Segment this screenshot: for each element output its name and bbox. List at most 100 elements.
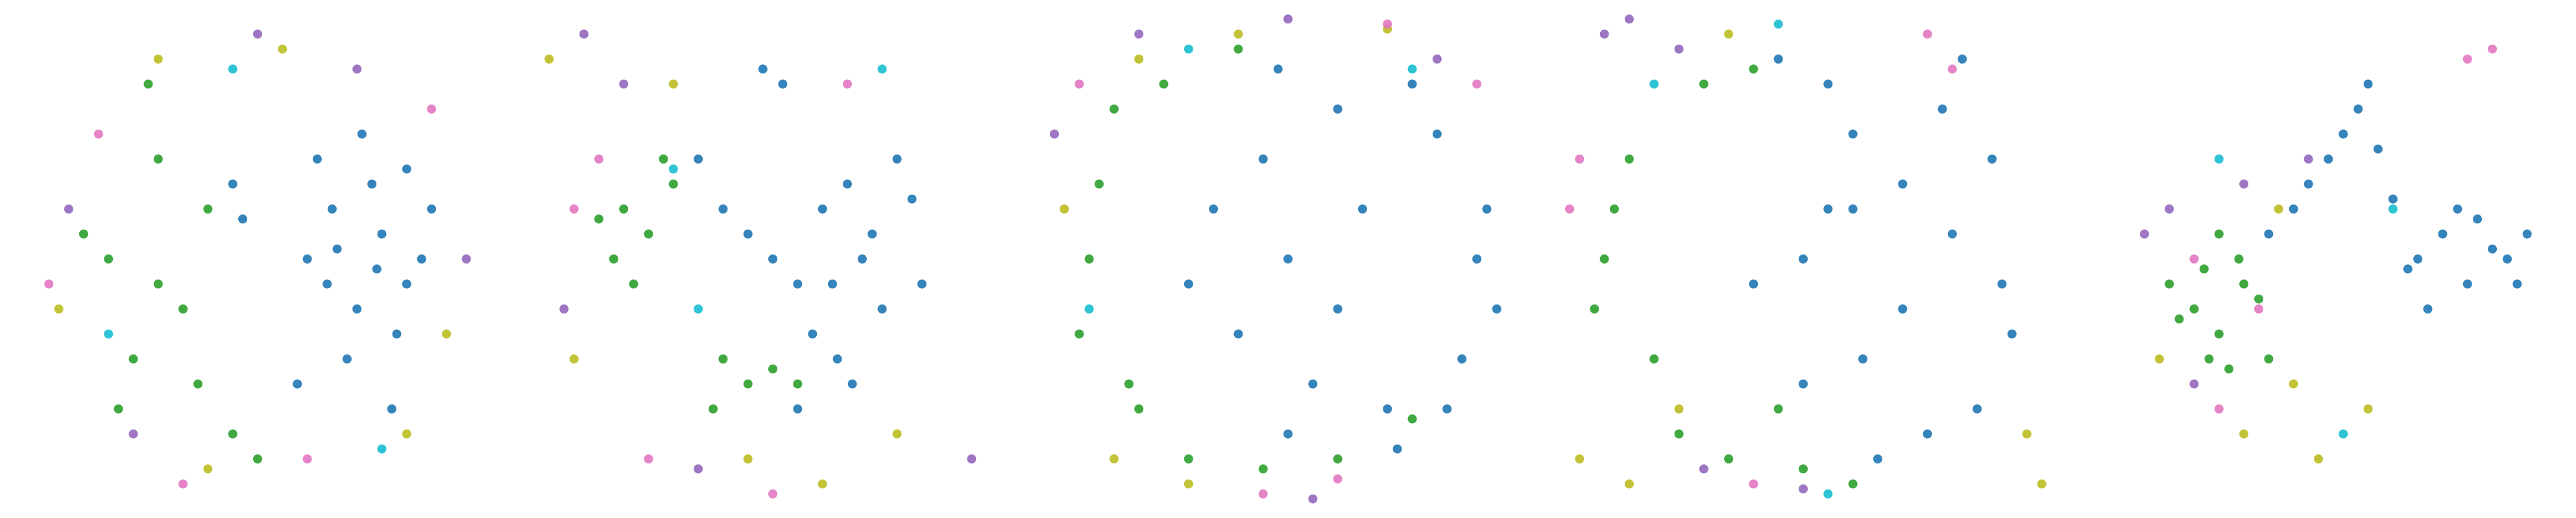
scatter-point: [342, 354, 352, 364]
scatter-point: [1184, 279, 1193, 289]
scatter-point: [372, 264, 382, 274]
scatter-point: [1873, 454, 1882, 463]
scatter-point: [1898, 179, 1908, 189]
scatter-point: [1124, 379, 1134, 389]
scatter-point: [79, 229, 88, 239]
scatter-point: [104, 254, 114, 264]
scatter-point: [1233, 329, 1243, 339]
scatter-point: [2254, 304, 2264, 314]
scatter-point: [2007, 329, 2017, 339]
scatter-point: [278, 44, 287, 54]
scatter-point: [1472, 254, 1482, 264]
scatter-point: [2139, 229, 2149, 239]
scatter-point: [2488, 244, 2497, 254]
scatter-point: [1134, 404, 1144, 413]
scatter-point: [1109, 454, 1119, 463]
scatter-point: [1134, 55, 1144, 64]
scatter-point: [768, 489, 777, 499]
scatter-point: [1898, 304, 1908, 314]
scatter-point: [1823, 489, 1833, 499]
scatter-point: [1392, 444, 1402, 454]
scatter-point: [768, 254, 777, 264]
scatter-point: [2214, 229, 2224, 239]
scatter-point: [1947, 64, 1957, 74]
scatter-point: [2214, 154, 2224, 164]
scatter-point: [1624, 479, 1634, 489]
scatter-point: [832, 354, 842, 364]
scatter-point: [1858, 354, 1867, 364]
scatter-point: [228, 429, 237, 439]
scatter-point: [2239, 279, 2249, 289]
scatter-point: [1357, 204, 1367, 214]
scatter-point: [2289, 379, 2298, 389]
scatter-point: [2189, 304, 2199, 314]
scatter-point: [1308, 379, 1318, 389]
scatter-point: [64, 204, 73, 214]
scatter-point: [1233, 29, 1243, 39]
scatter-point: [1159, 79, 1169, 89]
scatter-point: [1624, 14, 1634, 24]
scatter-point: [2324, 154, 2333, 164]
scatter-point: [1442, 404, 1452, 413]
scatter-point: [718, 204, 728, 214]
scatter-point: [2264, 229, 2274, 239]
scatter-point: [1923, 429, 1932, 439]
scatter-point: [2353, 105, 2363, 114]
scatter-point: [967, 454, 977, 463]
scatter-point: [1699, 464, 1708, 474]
scatter-point: [327, 204, 337, 214]
scatter-point: [778, 79, 788, 89]
scatter-point: [2503, 254, 2512, 264]
scatter-point: [2453, 204, 2462, 214]
scatter-point: [1987, 154, 1997, 164]
scatter-point: [1084, 304, 1094, 314]
scatter-point: [2239, 429, 2249, 439]
scatter-point: [2189, 254, 2199, 264]
scatter-point: [1273, 64, 1283, 74]
scatter-point: [1724, 29, 1734, 39]
scatter-point: [1333, 474, 1343, 484]
scatter-point: [2339, 129, 2348, 139]
scatter-point: [427, 204, 437, 214]
scatter-point: [312, 154, 322, 164]
scatter-point: [203, 464, 213, 474]
scatter-point: [1674, 429, 1684, 439]
scatter-point: [1624, 154, 1634, 164]
scatter-point: [2314, 454, 2323, 463]
scatter-point: [357, 129, 367, 139]
scatter-point: [579, 29, 589, 39]
scatter-point: [2388, 194, 2398, 204]
scatter-point: [818, 479, 827, 489]
scatter-point: [1109, 105, 1119, 114]
scatter-point: [1699, 79, 1708, 89]
scatter-point: [417, 254, 426, 264]
scatter-panel: [2139, 44, 2532, 463]
scatter-point: [54, 304, 64, 314]
scatter-point: [293, 379, 302, 389]
scatter-point: [1308, 494, 1318, 504]
scatter-point: [1590, 304, 1599, 314]
scatter-point: [1823, 204, 1833, 214]
scatter-point: [1060, 204, 1069, 214]
scatter-point: [1184, 479, 1193, 489]
scatter-point: [2037, 479, 2047, 489]
scatter-point: [427, 105, 437, 114]
scatter-point: [2462, 279, 2472, 289]
scatter-point: [1674, 44, 1684, 54]
scatter-point: [442, 329, 452, 339]
scatter-point: [1482, 204, 1492, 214]
scatter-point: [668, 164, 678, 174]
scatter-point: [392, 329, 402, 339]
scatter-point: [387, 404, 396, 413]
scatter-point: [709, 404, 718, 413]
scatter-point: [352, 64, 362, 74]
scatter-point: [1773, 55, 1783, 64]
scatter-point: [1947, 229, 1957, 239]
scatter-point: [2438, 229, 2448, 239]
scatter-panel: [1564, 14, 2047, 499]
scatter-point: [857, 254, 867, 264]
scatter-point: [178, 304, 188, 314]
scatter-point: [1432, 129, 1442, 139]
scatter-point: [2413, 254, 2423, 264]
